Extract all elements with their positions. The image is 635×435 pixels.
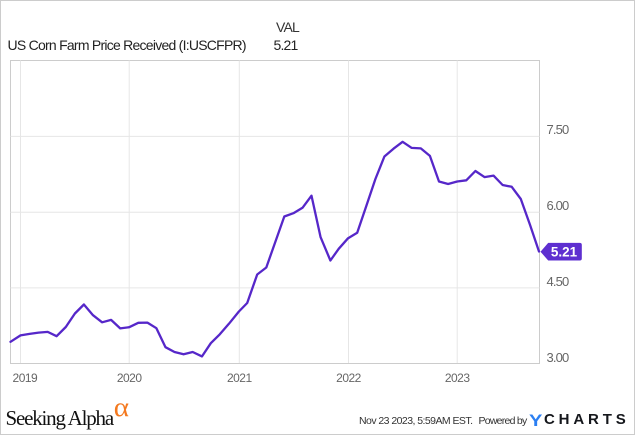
svg-text:5.21: 5.21	[551, 244, 578, 259]
svg-text:α: α	[114, 393, 130, 423]
